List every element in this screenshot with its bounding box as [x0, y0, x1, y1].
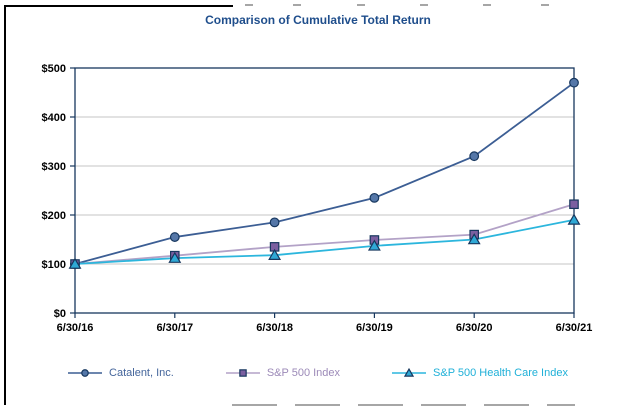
svg-text:$300: $300 [42, 161, 66, 173]
document-border-top [4, 5, 233, 7]
svg-text:6/30/20: 6/30/20 [456, 322, 493, 334]
legend-item-sp500: S&P 500 Index [225, 367, 341, 379]
document-mark-bottom [295, 404, 340, 406]
sp500-line-marker-swatch [225, 369, 260, 377]
document-mark-top [293, 4, 301, 6]
document-mark-bottom [547, 404, 575, 406]
healthcare-line-marker-swatch [392, 367, 427, 377]
legend-label-healthcare: S&P 500 Health Care Index [433, 367, 568, 379]
document-mark-top [420, 4, 428, 6]
svg-text:$400: $400 [42, 112, 66, 124]
document-mark-top [357, 4, 365, 6]
document-mark-top [245, 4, 253, 6]
chart-title: Comparison of Cumulative Total Return [205, 13, 431, 27]
svg-text:6/30/21: 6/30/21 [556, 322, 593, 334]
legend-label-catalent: Catalent, Inc. [109, 367, 174, 379]
document-border-left [4, 5, 6, 405]
svg-text:$500: $500 [42, 63, 66, 75]
document-mark-top [541, 4, 549, 6]
document-mark-bottom [358, 404, 403, 406]
svg-text:$100: $100 [42, 259, 66, 271]
svg-text:$200: $200 [42, 210, 66, 222]
document-mark-bottom [484, 404, 529, 406]
catalent-line-marker-swatch [68, 369, 103, 377]
document-mark-bottom [421, 404, 466, 406]
chart-legend: Catalent, Inc. S&P 500 Index S&P 500 Hea… [0, 362, 636, 384]
document-mark-bottom [232, 404, 277, 406]
svg-text:6/30/18: 6/30/18 [256, 322, 293, 334]
legend-label-sp500: S&P 500 Index [266, 367, 341, 379]
svg-text:6/30/19: 6/30/19 [356, 322, 393, 334]
legend-item-catalent: Catalent, Inc. [68, 367, 174, 379]
svg-text:6/30/16: 6/30/16 [57, 322, 94, 334]
svg-text:6/30/17: 6/30/17 [156, 322, 193, 334]
document-mark-top [483, 4, 491, 6]
legend-item-healthcare: S&P 500 Health Care Index [392, 367, 568, 379]
svg-text:$0: $0 [54, 308, 66, 320]
